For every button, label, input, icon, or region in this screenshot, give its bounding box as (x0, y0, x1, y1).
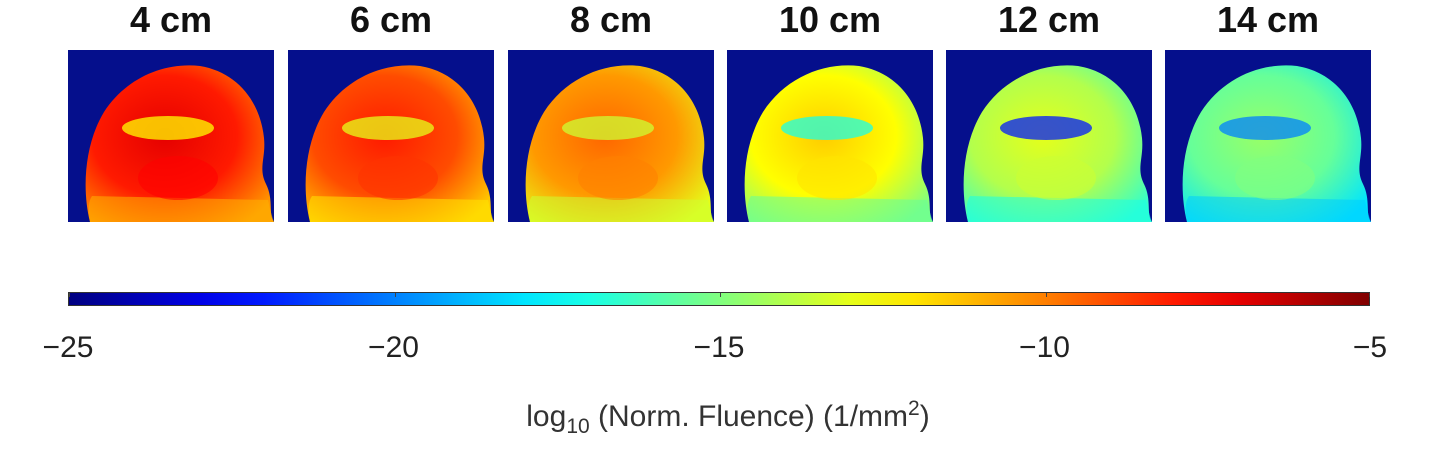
central-region (138, 156, 218, 200)
colorbar (68, 292, 1370, 306)
colorbar-tick (1369, 293, 1370, 297)
head-fluence-region (305, 65, 494, 222)
colorbar-title-exponent: 2 (908, 397, 920, 420)
fluence-panel (288, 50, 494, 222)
central-region (1016, 156, 1096, 200)
panel-title: 10 cm (778, 0, 882, 40)
head-fluence-region (1182, 65, 1371, 222)
colorbar-tick (1045, 293, 1047, 297)
deep-region (1000, 116, 1092, 140)
head-fluence-region (85, 65, 274, 222)
deep-region (562, 116, 654, 140)
lower-edge-region (966, 196, 1152, 222)
fluence-map (305, 65, 494, 222)
head-fluence-region (963, 65, 1152, 222)
lower-edge-region (88, 196, 274, 222)
lower-edge-region (528, 196, 714, 222)
colorbar-tick (69, 293, 70, 297)
deep-region (1219, 116, 1311, 140)
fluence-map (963, 65, 1152, 222)
panel-title: 4 cm (129, 0, 213, 40)
deep-region (781, 116, 873, 140)
head-fluence-region (525, 65, 714, 222)
fluence-panel (68, 50, 274, 222)
head-fluence-region (744, 65, 933, 222)
panel-title: 8 cm (569, 0, 653, 40)
lower-edge-region (308, 196, 494, 222)
fluence-map (1182, 65, 1371, 222)
colorbar-tick-label: −10 (1019, 331, 1070, 364)
central-region (578, 156, 658, 200)
colorbar-title-log: log (526, 400, 567, 433)
colorbar-tick (394, 293, 396, 297)
fluence-map (525, 65, 714, 222)
colorbar-tick-label: −20 (368, 331, 419, 364)
colorbar-tick-label: −15 (693, 331, 745, 364)
colorbar-title-base: 10 (566, 415, 590, 438)
colorbar-tick (720, 293, 721, 297)
colorbar-tick-label: −25 (42, 331, 94, 364)
panel-title: 12 cm (997, 0, 1101, 40)
deep-region (342, 116, 434, 140)
colorbar-title: log10 (Norm. Fluence) (1/mm2) (0, 384, 1456, 452)
central-region (1235, 156, 1315, 200)
colorbar-title-main: (Norm. Fluence) (1/mm (589, 400, 909, 433)
fluence-panel (1165, 50, 1371, 222)
colorbar-title-close: ) (919, 400, 930, 433)
fluence-map (744, 65, 933, 222)
panel-title: 6 cm (349, 0, 433, 40)
fluence-map (85, 65, 274, 222)
fluence-panel (727, 50, 933, 222)
deep-region (122, 116, 214, 140)
lower-edge-region (1185, 196, 1371, 222)
fluence-panel (508, 50, 714, 222)
fluence-panel (946, 50, 1152, 222)
colorbar-tick-label: −5 (1352, 331, 1388, 364)
panel-title: 14 cm (1216, 0, 1320, 40)
central-region (797, 156, 877, 200)
lower-edge-region (747, 196, 933, 222)
central-region (358, 156, 438, 200)
